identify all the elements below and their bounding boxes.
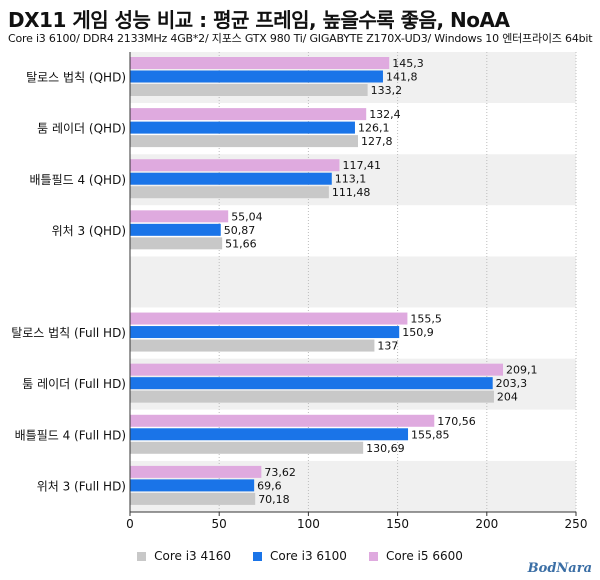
bar (130, 312, 408, 325)
bar (130, 70, 383, 83)
x-tick-label: 100 (297, 517, 320, 531)
data-label: 155,85 (411, 428, 450, 441)
category-label: 툼 레이더 (Full HD) (22, 377, 126, 391)
bar (130, 186, 329, 199)
bar (130, 108, 367, 121)
legend-swatch (137, 551, 147, 561)
bar (130, 339, 375, 352)
category-label: 툼 레이더 (QHD) (37, 122, 126, 136)
x-tick-label: 200 (475, 517, 498, 531)
bar (130, 84, 368, 96)
legend-item: Core i3 6100 (253, 549, 347, 563)
category-label: 위처 3 (QHD) (52, 224, 126, 238)
bodnara-logo: BodNara (527, 561, 592, 576)
data-label: 133,2 (371, 84, 403, 97)
data-label: 209,1 (506, 364, 538, 377)
bar (130, 428, 409, 441)
data-label: 130,69 (366, 442, 405, 455)
data-label: 150,9 (402, 326, 434, 339)
bar (130, 326, 400, 339)
category-label: 탈로스 법칙 (Full HD) (11, 326, 126, 340)
bar (130, 377, 493, 390)
data-label: 170,56 (437, 415, 476, 428)
legend: Core i3 4160 Core i3 6100 Core i5 6600 (0, 549, 600, 563)
bar (130, 159, 340, 172)
data-label: 155,5 (410, 313, 442, 326)
bar (130, 210, 229, 223)
x-tick-label: 150 (386, 517, 409, 531)
data-label: 113,1 (335, 173, 367, 186)
bar (130, 363, 504, 376)
data-label: 73,62 (264, 466, 296, 479)
legend-swatch (368, 551, 378, 561)
chart-subtitle: Core i3 6100/ DDR4 2133MHz 4GB*2/ 지포스 GT… (8, 32, 593, 45)
bar (130, 121, 355, 134)
legend-label: Core i3 4160 (154, 549, 232, 563)
plot-band (130, 256, 576, 308)
data-label: 127,8 (361, 135, 393, 148)
legend-item: Core i5 6600 (368, 549, 463, 563)
legend-swatch (253, 551, 263, 561)
category-label: 배틀필드 4 (QHD) (30, 173, 127, 187)
data-label: 132,4 (369, 108, 401, 121)
bar (130, 57, 390, 69)
legend-item: Core i3 4160 (137, 549, 231, 563)
bar (130, 223, 221, 236)
category-label: 탈로스 법칙 (QHD) (26, 71, 126, 85)
data-label: 204 (497, 391, 518, 404)
data-label: 126,1 (358, 122, 390, 135)
data-label: 70,18 (258, 493, 290, 506)
chart-title: DX11 게임 성능 비교 : 평균 프레임, 높을수록 좋음, NoAA (8, 8, 510, 32)
data-label: 141,8 (386, 71, 418, 84)
bar (130, 479, 255, 492)
bar (130, 465, 262, 478)
x-tick-label: 50 (212, 517, 227, 531)
data-label: 69,6 (257, 479, 282, 492)
x-tick-label: 250 (565, 517, 588, 531)
data-label: 50,87 (224, 224, 256, 237)
bar (130, 390, 494, 403)
legend-label: Core i3 6100 (270, 549, 347, 563)
category-label: 위처 3 (Full HD) (37, 479, 126, 493)
data-label: 117,41 (342, 159, 381, 172)
data-label: 145,3 (392, 57, 424, 70)
bar (130, 492, 256, 505)
legend-label: Core i5 6600 (385, 549, 463, 563)
bar (130, 237, 223, 250)
data-label: 111,48 (332, 186, 371, 199)
data-label: 203,3 (496, 377, 528, 390)
data-label: 137 (377, 340, 398, 353)
data-label: 55,04 (231, 210, 262, 223)
x-tick-label: 0 (126, 517, 134, 531)
category-label: 배틀필드 4 (Full HD) (15, 428, 126, 442)
bar (130, 135, 358, 148)
data-label: 51,66 (225, 237, 257, 250)
bar (130, 172, 332, 185)
bar (130, 441, 364, 454)
bar (130, 414, 435, 427)
